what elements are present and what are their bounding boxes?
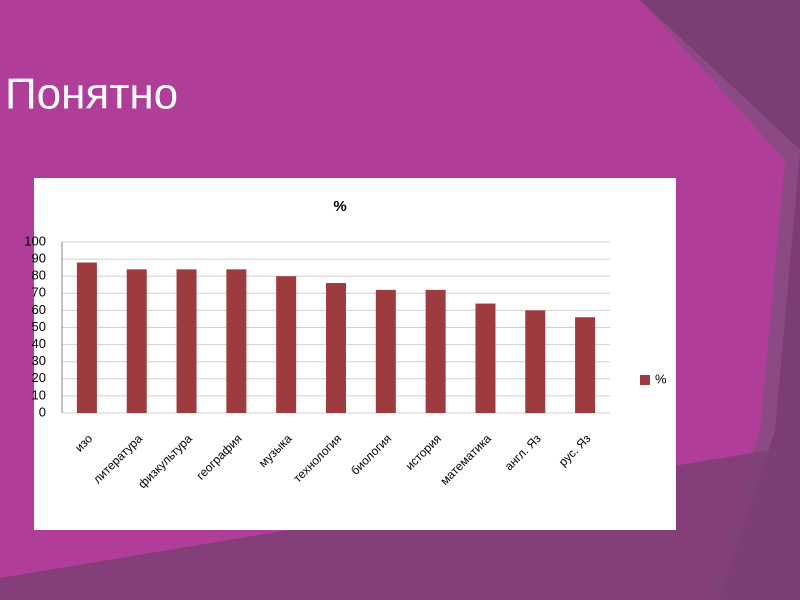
bar	[226, 269, 247, 413]
bar	[276, 276, 297, 413]
bar	[176, 269, 197, 413]
bar	[375, 289, 396, 413]
y-tick-label: 90	[32, 251, 46, 266]
bar	[425, 289, 446, 413]
legend-swatch	[640, 375, 650, 385]
bar	[575, 317, 596, 413]
chart-title: %	[333, 198, 346, 215]
y-tick-label: 10	[32, 387, 46, 402]
y-tick-label: 70	[32, 285, 46, 300]
y-tick-label: 0	[39, 404, 46, 419]
slide-heading: Понятно	[5, 70, 178, 119]
y-tick-label: 30	[32, 353, 46, 368]
decor-right-edge	[640, 0, 800, 600]
y-tick-label: 40	[32, 336, 46, 351]
bar	[126, 269, 147, 413]
legend-label: %	[655, 371, 667, 386]
bar	[76, 262, 97, 413]
bar	[475, 303, 496, 413]
y-tick-label: 20	[32, 370, 46, 385]
y-tick-label: 80	[32, 268, 46, 283]
y-tick-label: 100	[24, 233, 46, 248]
bar	[525, 310, 546, 413]
y-tick-label: 50	[32, 319, 46, 334]
y-tick-label: 60	[32, 302, 46, 317]
bar	[326, 283, 346, 413]
